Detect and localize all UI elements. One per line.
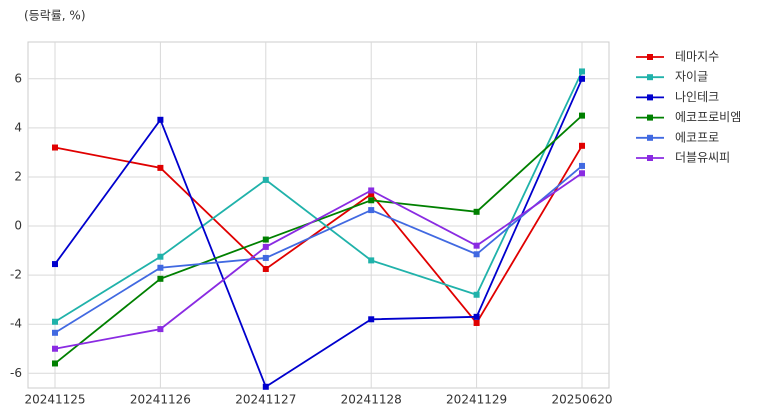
legend-label: 에코프로비엠	[675, 110, 741, 124]
x-tick-label: 20250620	[551, 393, 612, 407]
point-marker	[368, 316, 375, 323]
legend-label: 나인테크	[675, 90, 719, 104]
point-marker	[368, 191, 375, 198]
y-tick-label: 2	[14, 169, 22, 183]
point-marker	[579, 142, 585, 149]
y-tick-label: 6	[14, 71, 22, 85]
legend-label: 테마지수	[675, 50, 719, 64]
point-marker	[52, 329, 58, 336]
point-marker	[579, 68, 585, 75]
legend-label: 더블유씨피	[675, 151, 730, 165]
x-tick-label: 20241126	[130, 393, 191, 407]
legend-label: 자이글	[675, 70, 708, 84]
point-marker	[157, 326, 164, 333]
point-marker	[579, 112, 585, 119]
point-marker	[157, 275, 164, 282]
point-marker	[473, 251, 480, 258]
legend-marker	[647, 134, 653, 141]
series-line	[54, 78, 583, 389]
point-marker	[473, 242, 480, 249]
y-tick-label: -6	[10, 366, 22, 380]
point-marker	[262, 243, 269, 250]
x-tick-label: 20241129	[446, 393, 507, 407]
series-line	[54, 114, 583, 365]
point-marker	[262, 254, 269, 261]
chart-title: (등락률, %)	[24, 9, 86, 23]
legend-marker	[647, 155, 653, 161]
plot-area	[27, 41, 610, 389]
point-marker	[368, 207, 375, 214]
point-marker	[262, 265, 269, 272]
legend-marker	[647, 114, 653, 121]
x-tick-label: 20241127	[235, 393, 296, 407]
point-marker	[52, 144, 58, 151]
point-marker	[52, 261, 58, 268]
x-tick-label: 20241125	[24, 393, 85, 407]
point-marker	[579, 162, 585, 169]
point-marker	[262, 236, 269, 243]
point-marker	[368, 197, 375, 204]
point-marker	[157, 116, 164, 123]
point-marker	[473, 319, 480, 326]
series-line	[54, 172, 583, 350]
point-marker	[579, 75, 585, 82]
point-marker	[52, 360, 58, 367]
point-marker	[262, 383, 269, 390]
series-line	[54, 145, 583, 325]
y-tick-label: 0	[14, 219, 22, 233]
point-marker	[157, 264, 164, 271]
y-tick-label: -2	[10, 268, 22, 282]
point-marker	[262, 176, 269, 183]
legend-label: 에코프로	[675, 130, 719, 144]
point-marker	[473, 291, 480, 298]
legend-marker	[647, 94, 653, 101]
x-tick-label: 20241128	[341, 393, 402, 407]
point-marker	[579, 170, 585, 177]
y-tick-label: -4	[10, 317, 22, 331]
series-line	[54, 165, 583, 334]
legend-marker	[647, 74, 653, 81]
point-marker	[368, 257, 375, 264]
point-marker	[157, 253, 164, 260]
point-marker	[473, 313, 480, 320]
point-marker	[473, 208, 480, 215]
legend-marker	[647, 54, 653, 60]
y-tick-label: 4	[14, 120, 22, 134]
point-marker	[157, 164, 164, 171]
point-marker	[368, 187, 375, 194]
point-marker	[52, 318, 58, 325]
point-marker	[52, 345, 58, 352]
